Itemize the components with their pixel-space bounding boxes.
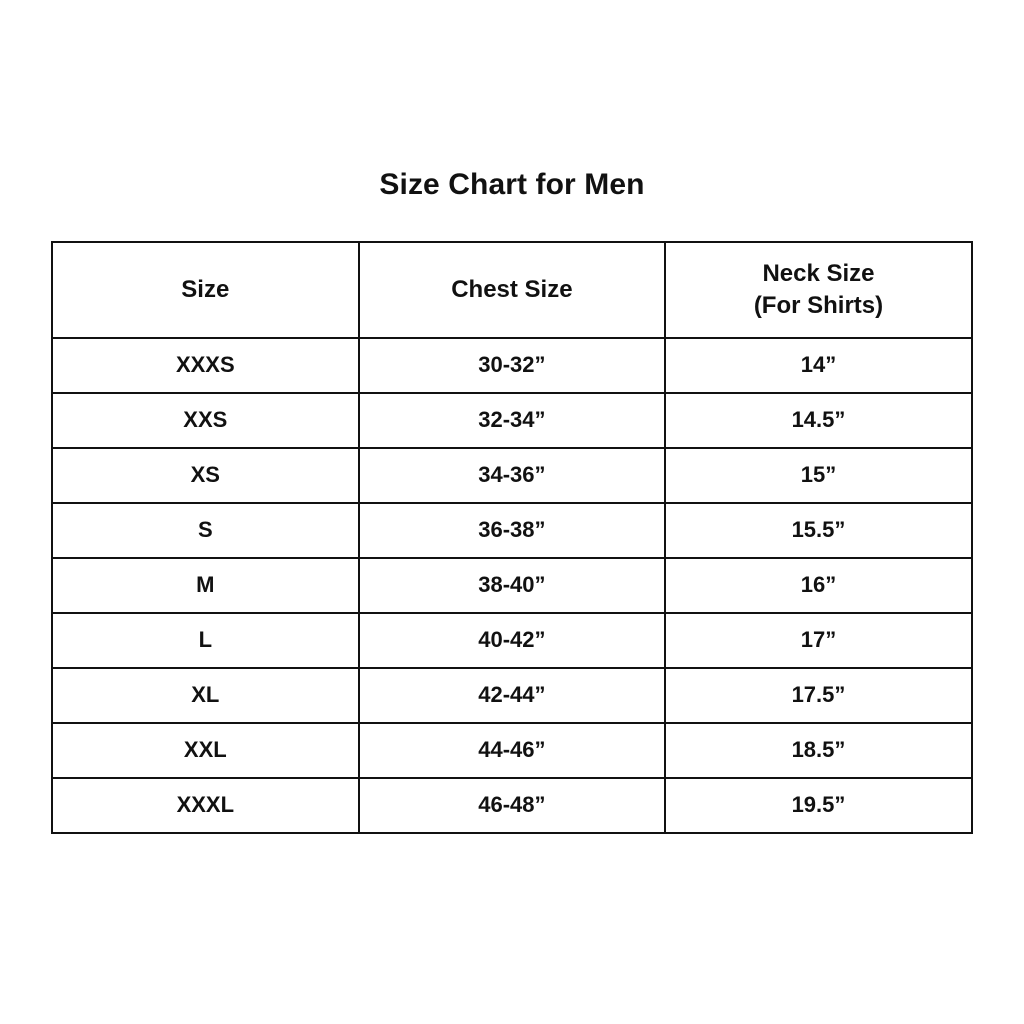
table-header-row: Size Chest Size Neck Size (For Shirts) <box>51 241 973 339</box>
cell-neck-size: 19.5” <box>664 777 973 834</box>
cell-chest-size: 38-40” <box>357 557 667 614</box>
neck-size-value: 14” <box>800 352 837 378</box>
cell-chest-size: 34-36” <box>357 447 667 504</box>
cell-chest-size: 36-38” <box>357 502 667 559</box>
table-row: XXS 32-34” 14.5” <box>51 392 973 449</box>
column-header-size: Size <box>51 241 360 339</box>
chest-size-value: 32-34” <box>478 407 546 433</box>
table-body: XXXS 30-32” 14” XXS 32-34” 14.5” XS 34-3… <box>51 337 973 834</box>
neck-size-value: 19.5” <box>791 792 846 818</box>
cell-chest-size: 46-48” <box>357 777 667 834</box>
table-row: XXXL 46-48” 19.5” <box>51 777 973 834</box>
cell-size: S <box>51 502 360 559</box>
cell-chest-size: 40-42” <box>357 612 667 669</box>
cell-neck-size: 16” <box>664 557 973 614</box>
table-row: XXXS 30-32” 14” <box>51 337 973 394</box>
chest-size-value: 40-42” <box>478 627 546 653</box>
column-header-neck-size-sublabel: (For Shirts) <box>753 292 884 319</box>
cell-size: L <box>51 612 360 669</box>
cell-size: XS <box>51 447 360 504</box>
cell-size: XXS <box>51 392 360 449</box>
cell-chest-size: 44-46” <box>357 722 667 779</box>
cell-size: XXXL <box>51 777 360 834</box>
chest-size-value: 38-40” <box>478 572 546 598</box>
cell-size: M <box>51 557 360 614</box>
size-value: XS <box>190 462 220 488</box>
table-header: Size Chest Size Neck Size (For Shirts) <box>51 241 973 339</box>
chest-size-value: 34-36” <box>478 462 546 488</box>
size-value: XXS <box>183 407 228 433</box>
size-value: XXXL <box>176 792 235 818</box>
cell-neck-size: 15.5” <box>664 502 973 559</box>
column-header-neck-size-label: Neck Size <box>762 260 875 288</box>
chest-size-value: 30-32” <box>478 352 546 378</box>
chest-size-value: 46-48” <box>478 792 546 818</box>
neck-size-value: 15” <box>800 462 837 488</box>
cell-size: XL <box>51 667 360 724</box>
neck-size-value: 17.5” <box>791 682 846 708</box>
cell-neck-size: 17” <box>664 612 973 669</box>
neck-size-value: 14.5” <box>791 407 846 433</box>
size-value: XXL <box>183 737 227 763</box>
cell-chest-size: 32-34” <box>357 392 667 449</box>
cell-neck-size: 14” <box>664 337 973 394</box>
size-chart-table: Size Chest Size Neck Size (For Shirts) X… <box>51 241 973 834</box>
cell-neck-size: 18.5” <box>664 722 973 779</box>
column-header-size-label: Size <box>181 276 230 304</box>
neck-size-value: 15.5” <box>791 517 846 543</box>
table-row: L 40-42” 17” <box>51 612 973 669</box>
table-row: XXL 44-46” 18.5” <box>51 722 973 779</box>
page-title: Size Chart for Men <box>379 168 645 201</box>
cell-neck-size: 17.5” <box>664 667 973 724</box>
size-value: L <box>198 627 213 653</box>
size-value: XL <box>191 682 220 708</box>
column-header-neck-size: Neck Size (For Shirts) <box>664 241 973 339</box>
cell-neck-size: 15” <box>664 447 973 504</box>
size-chart-table-container: Size Chest Size Neck Size (For Shirts) X… <box>51 241 973 834</box>
chest-size-value: 44-46” <box>478 737 546 763</box>
neck-size-value: 16” <box>800 572 837 598</box>
cell-chest-size: 30-32” <box>357 337 667 394</box>
table-row: XL 42-44” 17.5” <box>51 667 973 724</box>
chest-size-value: 42-44” <box>478 682 546 708</box>
column-header-chest-size-label: Chest Size <box>451 276 573 304</box>
chest-size-value: 36-38” <box>478 517 546 543</box>
table-row: XS 34-36” 15” <box>51 447 973 504</box>
size-value: XXXS <box>175 352 235 378</box>
table-row: S 36-38” 15.5” <box>51 502 973 559</box>
cell-size: XXL <box>51 722 360 779</box>
neck-size-value: 17” <box>800 627 837 653</box>
cell-chest-size: 42-44” <box>357 667 667 724</box>
size-value: M <box>196 572 215 598</box>
table-row: M 38-40” 16” <box>51 557 973 614</box>
column-header-chest-size: Chest Size <box>357 241 667 339</box>
neck-size-value: 18.5” <box>791 737 846 763</box>
cell-size: XXXS <box>51 337 360 394</box>
cell-neck-size: 14.5” <box>664 392 973 449</box>
size-value: S <box>197 517 213 543</box>
